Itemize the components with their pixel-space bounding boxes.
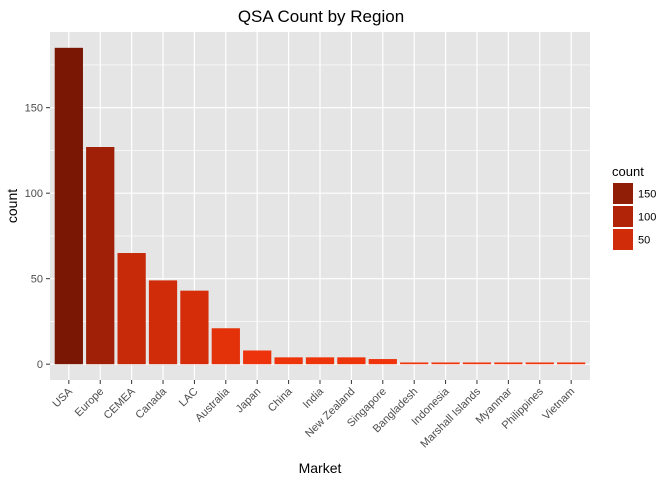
x-tick-label: LAC (177, 386, 201, 410)
bar-philippines (525, 362, 554, 365)
y-tick-label: 100 (25, 188, 43, 200)
bar-japan (243, 350, 272, 365)
legend-label: 150 (638, 189, 656, 201)
x-tick-label: China (266, 385, 295, 414)
y-tick-label: 150 (25, 103, 43, 115)
bar-europe (86, 147, 115, 365)
legend-label: 50 (638, 235, 650, 247)
bar-india (305, 357, 335, 365)
y-axis-title: count (4, 189, 20, 223)
y-tick-label: 0 (37, 359, 43, 371)
x-tick-label: Vietnam (540, 386, 577, 423)
bar-australia (211, 328, 240, 365)
x-tick-label: India (301, 385, 327, 411)
bar-usa (54, 47, 83, 365)
y-axis: 0 50 100 150 (25, 103, 50, 371)
bar-singapore (368, 359, 397, 365)
legend-key (613, 229, 633, 250)
bar-lac (180, 290, 209, 365)
chart-title: QSA Count by Region (238, 7, 404, 26)
bar-vietnam (557, 362, 586, 365)
x-tick-label: Australia (193, 385, 232, 424)
bar-bangladesh (400, 362, 429, 365)
bar-myanmar (494, 362, 523, 365)
legend-title: count (612, 164, 644, 179)
x-tick-label: Canada (133, 385, 169, 421)
y-tick-label: 50 (31, 274, 43, 286)
legend-label: 100 (638, 212, 656, 224)
legend: count 150 100 50 (612, 164, 656, 250)
bars (54, 47, 586, 365)
legend-key (613, 183, 633, 204)
x-tick-label: Japan (234, 386, 264, 416)
bar-cemea (117, 253, 146, 365)
bar-new-zealand (337, 357, 366, 365)
x-axis-title: Market (299, 460, 342, 476)
x-tick-label: CEMEA (102, 385, 139, 422)
bar-indonesia (431, 362, 460, 365)
bar-china (274, 357, 303, 365)
bar-marshall-islands (462, 362, 492, 365)
bar-canada (148, 280, 178, 365)
legend-key (613, 206, 633, 227)
x-tick-label: USA (50, 385, 75, 410)
